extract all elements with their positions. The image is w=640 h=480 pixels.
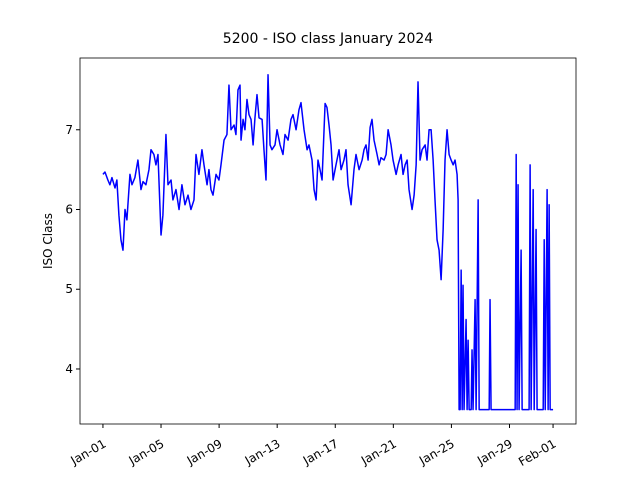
- x-tick-label: Jan-09: [184, 436, 225, 468]
- x-tick-label: Jan-21: [358, 436, 399, 468]
- x-tick-label: Jan-17: [300, 436, 341, 468]
- y-tick-label: 7: [65, 123, 73, 137]
- chart-title: 5200 - ISO class January 2024: [223, 31, 434, 47]
- y-tick-label: 4: [65, 362, 73, 376]
- y-axis-label: ISO Class: [41, 213, 55, 269]
- x-tick-label: Jan-05: [126, 436, 167, 468]
- x-tick-label: Feb-01: [516, 436, 558, 469]
- y-tick-label: 5: [65, 282, 73, 296]
- x-tick-label: Jan-01: [68, 436, 109, 468]
- data-line: [102, 74, 554, 411]
- y-tick-label: 6: [65, 203, 73, 217]
- plot-frame: [79, 57, 577, 425]
- x-tick-label: Jan-29: [474, 436, 515, 468]
- x-tick-label: Jan-25: [416, 436, 457, 468]
- x-tick-label: Jan-13: [242, 436, 283, 468]
